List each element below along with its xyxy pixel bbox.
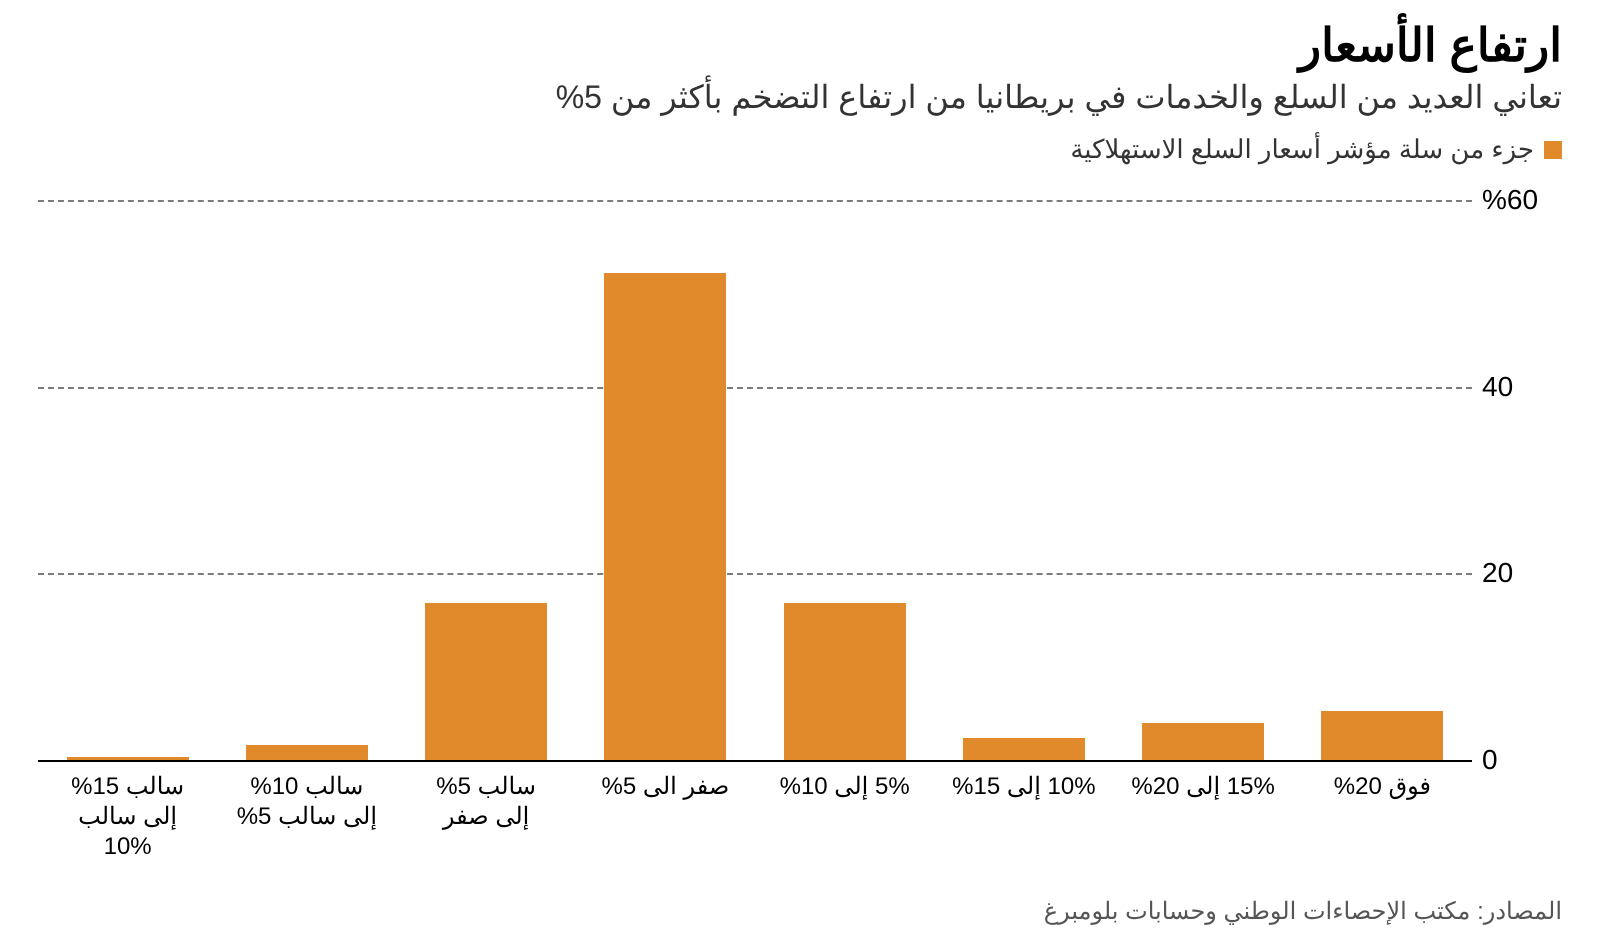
chart-page: ارتفاع الأسعار تعاني العديد من السلع وال… <box>0 0 1600 940</box>
y-tick-label: 20 <box>1482 557 1562 589</box>
axis-baseline <box>38 760 1472 762</box>
y-tick-label: 0 <box>1482 744 1562 776</box>
bar <box>784 603 906 760</box>
x-tick-label: سالب 10% إلى سالب 5% <box>217 772 396 832</box>
bar <box>1142 723 1264 760</box>
chart-source: المصادر: مكتب الإحصاءات الوطني وحسابات ب… <box>1044 897 1562 926</box>
gridline <box>38 387 1472 389</box>
legend-swatch-icon <box>1544 141 1562 159</box>
bar <box>1321 711 1443 760</box>
x-tick-label: 15% إلى 20% <box>1114 772 1293 802</box>
legend-label: جزء من سلة مؤشر أسعار السلع الاستهلاكية <box>1070 134 1534 165</box>
gridline <box>38 200 1472 202</box>
bar <box>246 745 368 760</box>
gridline <box>38 573 1472 575</box>
y-tick-label: 40 <box>1482 371 1562 403</box>
x-tick-label: سالب 15% إلى سالب 10% <box>38 772 217 862</box>
plot-area <box>38 200 1472 760</box>
legend: جزء من سلة مؤشر أسعار السلع الاستهلاكية <box>1070 134 1562 165</box>
bar <box>604 273 726 760</box>
x-tick-label: 5% إلى 10% <box>755 772 934 802</box>
x-tick-label: صفر الى 5% <box>576 772 755 802</box>
x-tick-label: 10% إلى 15% <box>934 772 1113 802</box>
bar <box>67 757 189 760</box>
bar <box>425 603 547 760</box>
x-tick-label: فوق 20% <box>1293 772 1472 802</box>
y-tick-label: %60 <box>1482 184 1562 216</box>
x-axis-labels: فوق 20%15% إلى 20%10% إلى 15%5% إلى 10%ص… <box>38 772 1472 892</box>
bar-chart: 02040%60 <box>38 200 1562 760</box>
x-tick-label: سالب 5% إلى صفر <box>397 772 576 832</box>
bar <box>963 738 1085 760</box>
chart-title: ارتفاع الأسعار <box>1299 18 1562 72</box>
chart-subtitle: تعاني العديد من السلع والخدمات في بريطان… <box>556 78 1562 116</box>
